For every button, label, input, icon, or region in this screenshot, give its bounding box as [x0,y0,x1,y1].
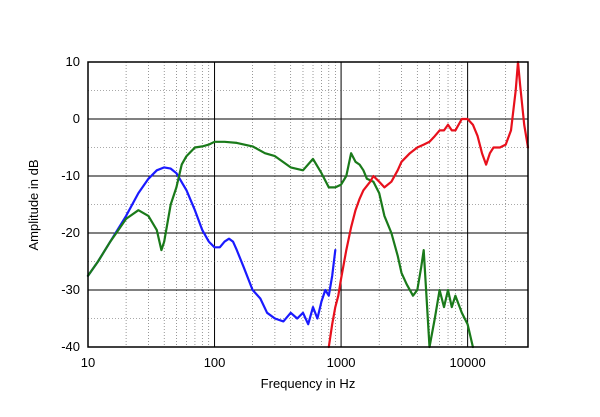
y-tick-labels: 10 0 -10 -20 -30 -40 [61,54,80,354]
y-tick-label: 0 [73,111,80,126]
y-tick-label: -40 [61,339,80,354]
y-axis-label: Amplitude in dB [26,159,41,250]
plot-frame [87,61,529,348]
series-line-1 [86,166,337,326]
x-tick-labels: 10 100 1000 10000 [81,355,486,370]
series-line-3 [327,60,530,349]
x-tick-label: 10000 [450,355,486,370]
x-tick-label: 100 [204,355,226,370]
gridlines [88,62,528,347]
x-tick-label: 10 [81,355,95,370]
series-line-2 [86,140,474,349]
y-tick-label: -30 [61,282,80,297]
y-tick-label: -10 [61,168,80,183]
x-tick-label: 1000 [327,355,356,370]
y-tick-label: -20 [61,225,80,240]
y-tick-label: 10 [66,54,80,69]
series-layer [86,60,530,349]
x-axis-label: Frequency in Hz [261,376,356,391]
